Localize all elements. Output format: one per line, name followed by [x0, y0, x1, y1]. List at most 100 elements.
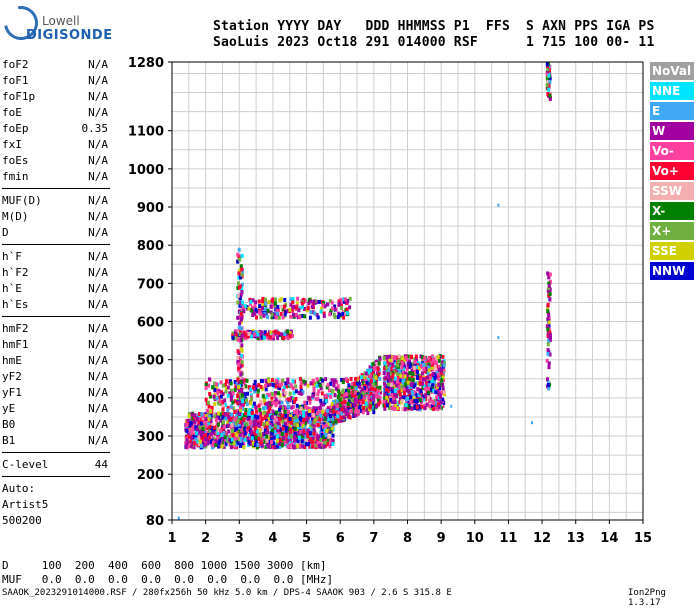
- data-point: [339, 394, 343, 399]
- data-point: [256, 422, 260, 427]
- param-row: foEs N/A: [2, 153, 110, 169]
- data-point: [321, 424, 325, 429]
- data-point: [410, 369, 414, 374]
- data-point: [250, 305, 254, 310]
- data-point: [348, 305, 352, 310]
- data-point: [199, 417, 203, 422]
- data-point: [208, 424, 212, 429]
- data-point: [349, 377, 353, 382]
- data-point: [254, 307, 258, 312]
- data-point: [266, 435, 270, 440]
- data-point: [276, 335, 280, 340]
- data-point: [333, 304, 337, 309]
- data-point: [547, 386, 551, 391]
- data-point: [334, 399, 338, 404]
- data-point: [385, 403, 389, 408]
- data-point: [431, 383, 435, 388]
- data-point: [415, 365, 419, 370]
- data-point: [389, 394, 393, 399]
- data-point: [259, 411, 263, 416]
- data-point: [267, 409, 271, 414]
- data-point: [185, 422, 189, 427]
- data-point: [262, 396, 266, 401]
- data-point: [205, 437, 209, 442]
- data-point: [385, 360, 389, 365]
- data-point: [427, 379, 431, 384]
- data-point: [287, 435, 291, 440]
- param-row: yE N/A: [2, 401, 110, 417]
- data-point: [372, 383, 376, 388]
- data-point: [351, 393, 355, 398]
- x-tick-label: 8: [403, 531, 412, 546]
- data-point: [404, 385, 408, 390]
- data-point: [238, 390, 242, 395]
- data-point: [237, 387, 241, 392]
- x-tick-label: 3: [235, 531, 244, 546]
- data-point: [308, 412, 312, 417]
- data-point: [264, 301, 268, 306]
- data-point: [253, 414, 257, 419]
- data-point: [330, 388, 334, 393]
- data-point: [196, 417, 200, 422]
- data-point: [246, 436, 250, 441]
- data-point: [192, 434, 196, 439]
- data-point: [259, 384, 263, 389]
- data-point: [319, 386, 323, 391]
- param-label: fmin: [2, 170, 29, 183]
- data-point: [274, 410, 278, 415]
- data-point: [299, 388, 303, 393]
- data-point: [240, 286, 244, 291]
- data-point: [241, 269, 245, 274]
- data-point: [288, 307, 292, 312]
- data-point: [437, 367, 441, 372]
- data-point: [239, 405, 243, 410]
- data-point: [221, 392, 225, 397]
- data-point: [254, 300, 258, 305]
- data-point: [278, 393, 282, 398]
- data-point: [238, 268, 242, 273]
- param-row: yF1 N/A: [2, 385, 110, 401]
- data-point: [296, 423, 300, 428]
- data-point: [245, 428, 249, 433]
- data-point: [546, 92, 550, 97]
- data-point: [214, 443, 218, 448]
- data-point: [281, 419, 285, 424]
- data-point: [409, 397, 413, 402]
- data-point: [441, 386, 445, 391]
- data-point: [324, 423, 328, 428]
- data-point: [229, 404, 233, 409]
- data-point: [238, 303, 242, 308]
- data-point: [207, 412, 211, 417]
- data-point: [244, 411, 248, 416]
- data-point: [442, 390, 446, 395]
- data-point: [405, 372, 409, 377]
- data-point: [286, 329, 290, 334]
- data-point: [238, 335, 242, 340]
- data-point: [419, 354, 423, 359]
- d-distance-row: D 100 200 400 600 800 1000 1500 3000 [km…: [2, 559, 327, 572]
- data-point: [425, 402, 429, 407]
- data-point: [280, 431, 284, 436]
- data-point: [286, 379, 290, 384]
- data-point: [236, 285, 240, 290]
- data-point: [322, 311, 326, 316]
- data-point: [319, 306, 323, 311]
- data-point: [415, 381, 419, 386]
- data-point: [353, 413, 357, 418]
- data-point: [238, 400, 242, 405]
- data-point: [390, 406, 394, 411]
- data-point: [433, 372, 437, 377]
- data-point: [431, 406, 435, 411]
- data-point: [359, 391, 363, 396]
- data-point: [293, 426, 297, 431]
- data-point: [377, 388, 381, 393]
- data-point: [214, 432, 218, 437]
- data-point: [374, 360, 378, 365]
- data-point: [252, 423, 256, 428]
- data-point: [278, 445, 282, 450]
- data-point: [312, 420, 316, 425]
- data-point: [233, 436, 237, 441]
- data-point: [300, 439, 304, 444]
- data-point: [426, 371, 430, 376]
- data-point: [497, 336, 500, 340]
